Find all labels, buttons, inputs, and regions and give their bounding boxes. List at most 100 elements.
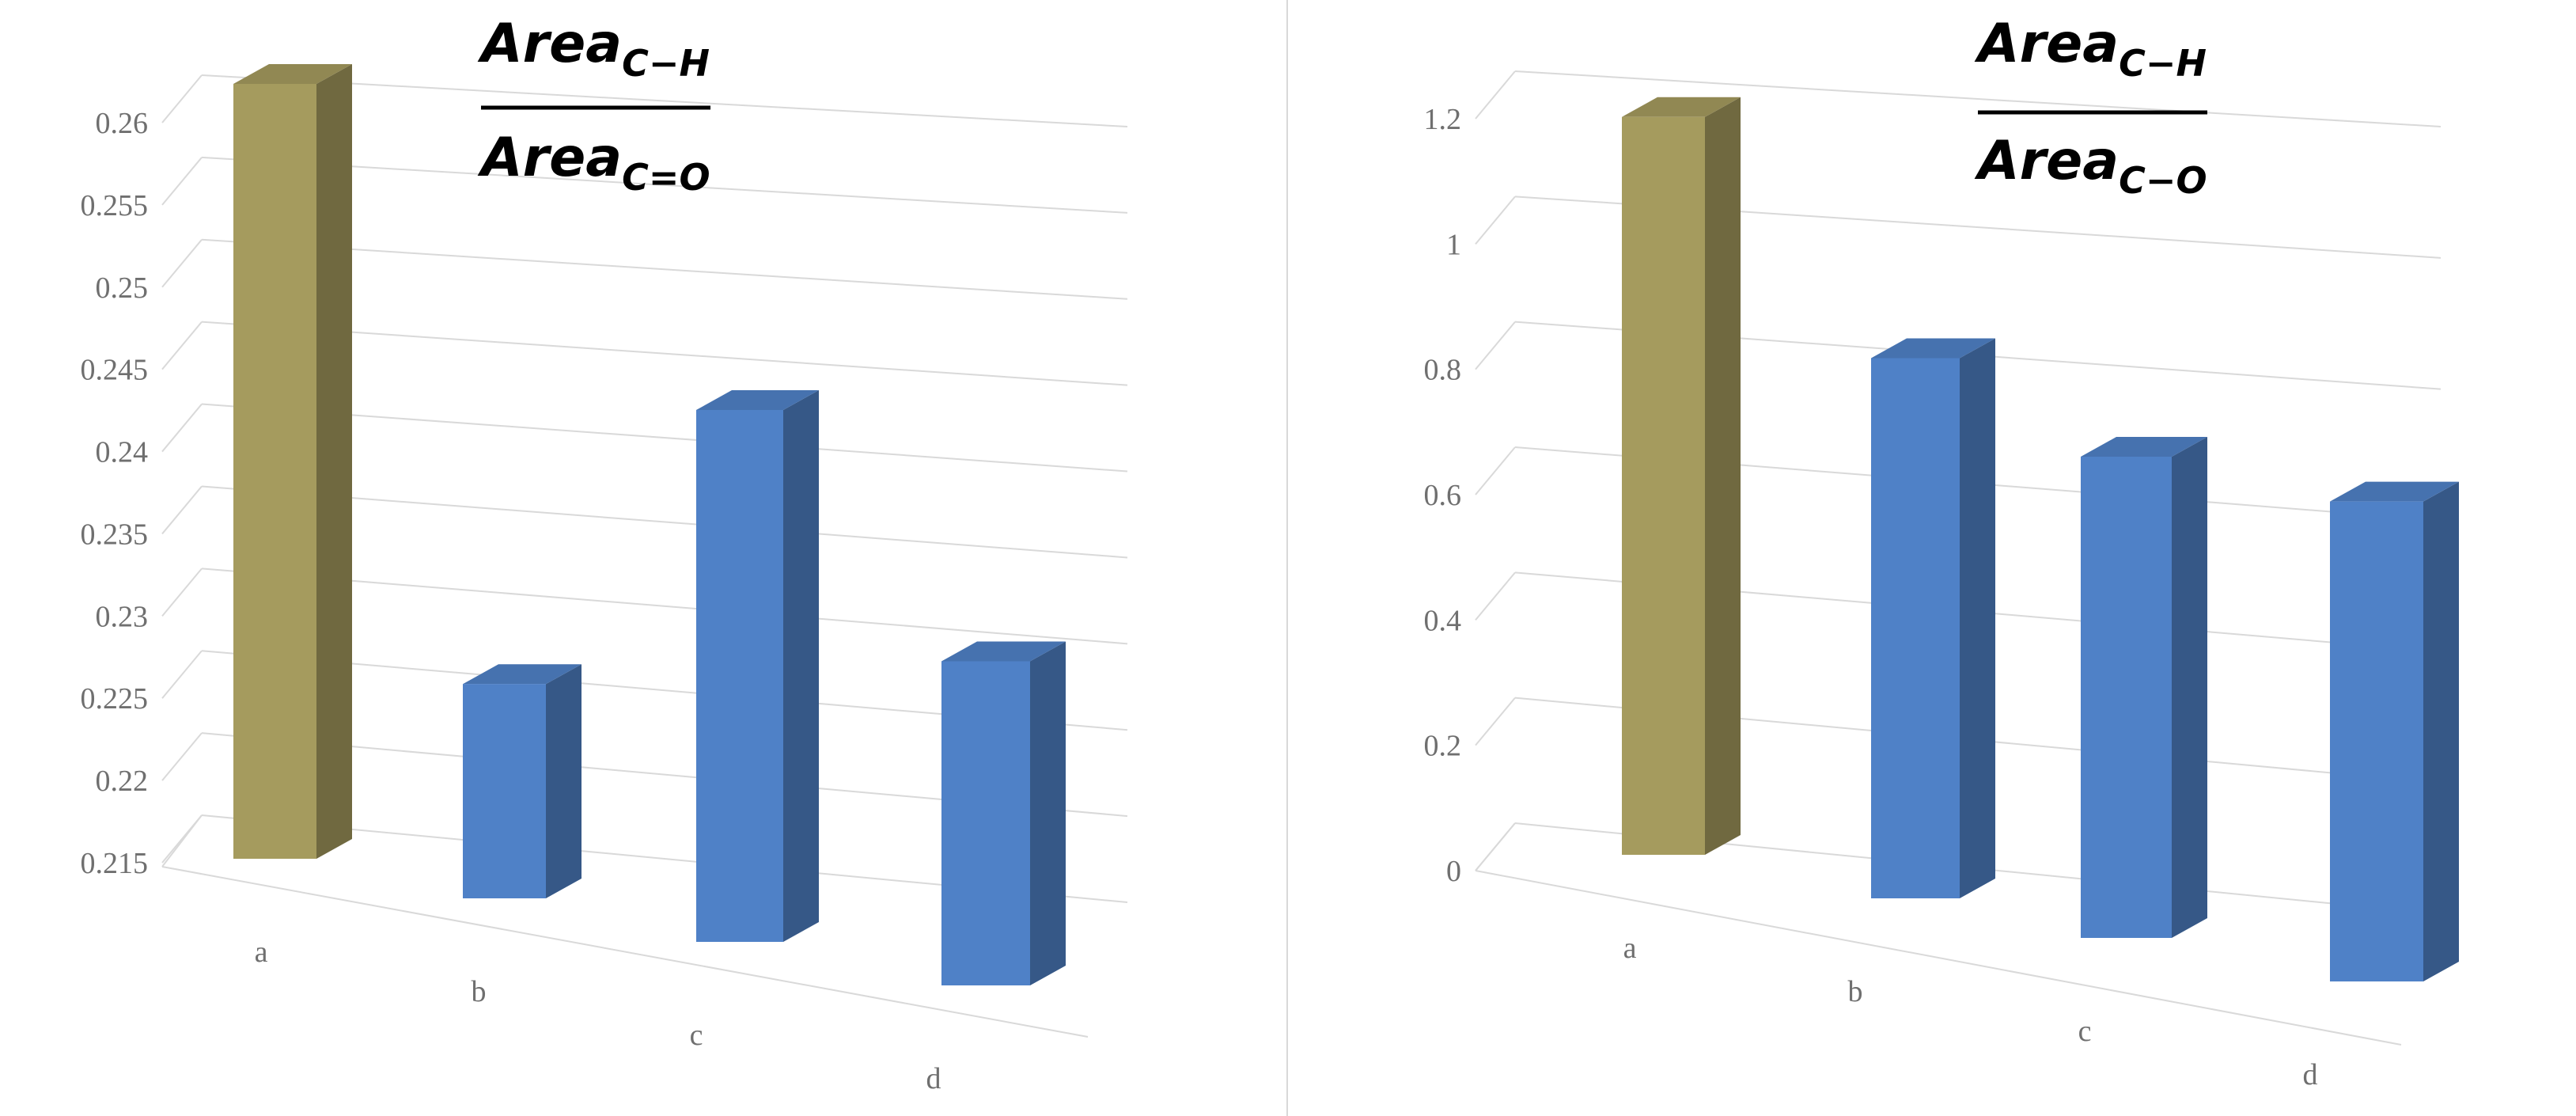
y-tick-label: 0.225 <box>81 682 149 716</box>
bar-side-face <box>783 390 819 942</box>
bar-d <box>2330 481 2459 981</box>
y-tick-label: 0.23 <box>96 600 149 633</box>
bar-top-face <box>2081 437 2207 457</box>
title-numerator: AreaC−H <box>1974 13 2207 85</box>
gridline <box>201 238 1128 300</box>
side-gridline <box>1475 697 1516 746</box>
bar-front-face <box>2081 457 2172 938</box>
title-numerator-text: Area <box>1974 13 2119 75</box>
y-tick-label: 0 <box>1446 855 1461 888</box>
x-tick-label: c <box>690 1019 703 1052</box>
title-denominator-text: Area <box>1974 130 2119 192</box>
side-gridline <box>1475 446 1516 495</box>
bar-front-face <box>941 661 1030 985</box>
chart-right: 0 0.2 0.4 0.6 0.8 1 1.2 a b c d AreaC−H AreaC−O <box>1290 0 2576 1116</box>
bar-d <box>941 641 1066 985</box>
bar-b <box>1871 338 1995 898</box>
title-numerator-text: Area <box>477 13 622 75</box>
bar-front-face <box>463 684 546 898</box>
y-tick-label: 0.2 <box>1424 730 1462 763</box>
y-tick-label: 0.25 <box>96 271 149 305</box>
side-gridline <box>161 403 203 453</box>
gridline <box>201 156 1128 214</box>
bar-top-face <box>463 664 581 685</box>
side-gridline <box>161 74 203 123</box>
floor-front-line <box>1475 870 2402 1046</box>
bar-front-face <box>1622 116 1705 855</box>
bar-top-face <box>1622 97 1741 117</box>
title-denominator-subscript: C=O <box>622 156 710 199</box>
bar-side-face <box>1705 97 1741 856</box>
bar-top-face <box>233 64 352 84</box>
title-numerator: AreaC−H <box>477 13 710 85</box>
title-denominator: AreaC=O <box>477 127 710 199</box>
x-tick-label: d <box>2303 1058 2318 1091</box>
bar-side-face <box>316 64 352 859</box>
y-tick-label: 1 <box>1446 228 1461 261</box>
y-tick-label: 0.215 <box>81 847 149 880</box>
x-tick-label: b <box>472 975 487 1008</box>
title-numerator-subscript: C−H <box>2119 42 2207 85</box>
bar-side-face <box>546 664 581 898</box>
bar-top-face <box>696 390 819 410</box>
x-tick-label: a <box>255 936 268 969</box>
gridline <box>201 567 1128 645</box>
panel-divider <box>1286 0 1288 1116</box>
title-denominator-text: Area <box>477 127 622 189</box>
x-tick-label: c <box>2078 1015 2092 1048</box>
y-tick-label: 0.22 <box>96 765 149 798</box>
title-numerator-subscript: C−H <box>622 42 710 85</box>
y-tick-label: 1.2 <box>1424 103 1462 136</box>
bar-front-face <box>233 84 316 859</box>
x-tick-label: a <box>1623 932 1637 965</box>
side-gridline <box>1475 70 1516 120</box>
bar-top-face <box>941 641 1066 662</box>
bar-side-face <box>2172 437 2207 938</box>
gridline <box>1514 70 2442 127</box>
bar-top-face <box>2330 481 2459 502</box>
bar-a <box>233 64 352 859</box>
chart-left-svg: 0.215 0.22 0.225 0.23 0.235 0.24 0.245 0.25 0.25… <box>81 13 1128 1095</box>
y-tick-label: 0.4 <box>1424 604 1462 637</box>
side-gridline <box>161 239 203 288</box>
side-gridline <box>161 732 203 781</box>
title-denominator-subscript: C−O <box>2119 159 2207 202</box>
y-tick-label: 0.245 <box>81 354 149 387</box>
bar-side-face <box>1030 641 1066 985</box>
y-tick-label: 0.24 <box>96 436 149 469</box>
x-tick-label: d <box>926 1062 941 1095</box>
side-gridline <box>161 485 203 535</box>
y-tick-label: 0.26 <box>96 107 149 140</box>
side-gridline <box>161 650 203 699</box>
gridline <box>201 74 1128 127</box>
bar-b <box>463 664 581 898</box>
x-tick-label: b <box>1848 975 1863 1008</box>
bar-front-face <box>696 410 783 942</box>
bar-c <box>2081 437 2207 938</box>
side-gridline <box>1475 195 1516 245</box>
bar-side-face <box>2423 481 2459 981</box>
bar-a <box>1622 97 1741 856</box>
side-gridline <box>1475 321 1516 370</box>
side-gridline <box>161 567 203 617</box>
title-denominator: AreaC−O <box>1974 130 2207 202</box>
side-gridline <box>1475 822 1516 871</box>
gridline <box>201 485 1128 559</box>
gridline <box>201 403 1128 473</box>
bar-front-face <box>1871 358 1960 898</box>
gridline <box>201 321 1128 386</box>
bar-c <box>696 390 819 942</box>
bar-top-face <box>1871 338 1995 359</box>
y-tick-label: 0.8 <box>1424 354 1462 387</box>
side-gridline <box>161 321 203 370</box>
bar-side-face <box>1960 338 1995 898</box>
y-tick-label: 0.6 <box>1424 479 1462 512</box>
side-gridline <box>161 157 203 206</box>
floor-front-line <box>161 866 1089 1038</box>
chart-left: 0.215 0.22 0.225 0.23 0.235 0.24 0.245 0.25 0.25… <box>0 0 1285 1116</box>
y-tick-label: 0.255 <box>81 189 149 222</box>
side-gridline <box>161 814 203 864</box>
